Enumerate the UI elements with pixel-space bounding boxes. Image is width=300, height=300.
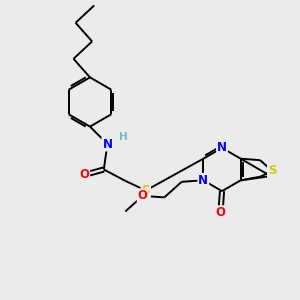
Text: S: S — [142, 184, 150, 197]
Text: O: O — [79, 168, 89, 182]
Text: H: H — [118, 132, 127, 142]
Text: O: O — [138, 189, 148, 203]
Text: N: N — [217, 141, 227, 154]
Text: S: S — [268, 164, 277, 178]
Text: N: N — [198, 174, 208, 187]
Text: N: N — [102, 137, 112, 151]
Text: O: O — [215, 206, 226, 219]
